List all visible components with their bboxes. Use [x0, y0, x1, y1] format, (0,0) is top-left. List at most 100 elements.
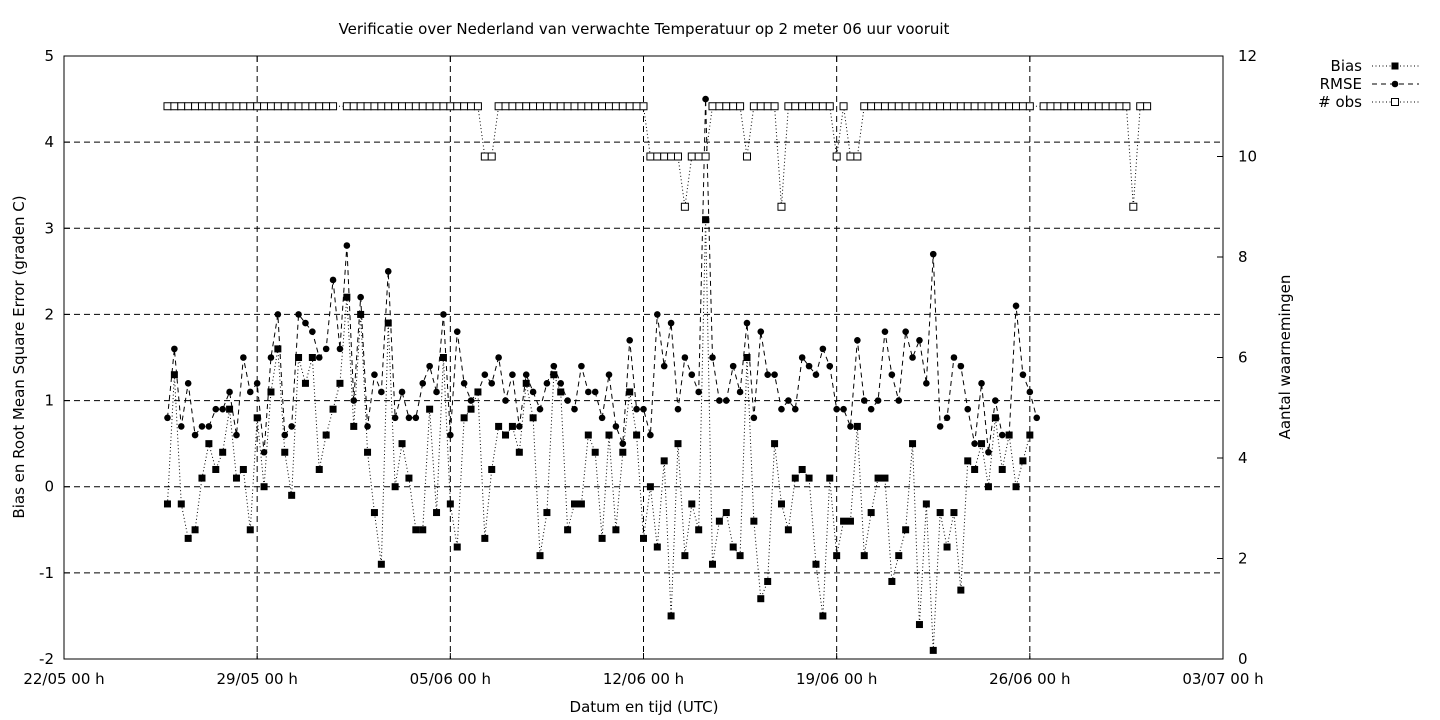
series-bias-point [571, 500, 579, 508]
series-obs-point [487, 152, 496, 161]
series-rmse-point [557, 380, 565, 387]
series-rmse-point [633, 405, 640, 413]
series-rmse-point [543, 380, 551, 387]
series-rmse-point [819, 345, 827, 353]
series-obs-point [494, 102, 503, 111]
series-bias-point [377, 560, 385, 568]
series-rmse-point [405, 414, 413, 422]
series-bias-point [777, 500, 785, 508]
x-tick-label: 05/06 00 h [410, 670, 491, 688]
series-bias-point [350, 422, 358, 430]
series-bias-point [715, 517, 723, 525]
series-rmse-point [743, 319, 751, 327]
series-bias-point [398, 440, 406, 448]
series-rmse-point [516, 423, 523, 430]
series-bias-point [550, 371, 558, 379]
series-bias-point [495, 422, 503, 430]
series-obs-point [694, 152, 703, 161]
series-rmse-point [453, 328, 461, 335]
series-bias-point [909, 440, 917, 448]
series-bias-point [605, 431, 613, 439]
x-tick-label: 03/07 00 h [1182, 670, 1263, 688]
series-rmse-point [833, 405, 840, 413]
series-rmse-point [509, 371, 516, 379]
series-rmse-point [1033, 414, 1041, 422]
series-bias-point [522, 379, 530, 387]
series-rmse-point [867, 405, 875, 413]
series-rmse-point [440, 311, 447, 318]
series-bias-point [619, 448, 627, 456]
series-bias-point [708, 560, 716, 568]
series-bias-point [357, 310, 365, 318]
series-bias-point [888, 577, 896, 585]
series-bias-point [833, 552, 841, 560]
series-obs-point [301, 102, 310, 111]
series-rmse-point [971, 440, 978, 447]
series-bias-point [840, 517, 848, 525]
series-obs-point [542, 102, 551, 111]
series-obs-point [998, 102, 1007, 111]
series-bias-point [674, 440, 682, 448]
series-bias-point [170, 371, 178, 379]
series-rmse-point [502, 397, 509, 404]
series-bias-point [219, 448, 227, 456]
series-bias-point [267, 388, 275, 396]
series-obs-point [777, 202, 786, 211]
series-obs-point [708, 102, 717, 111]
series [163, 95, 1152, 654]
series-bias-point [253, 414, 261, 422]
series-rmse-point [998, 431, 1006, 439]
series-rmse-point [550, 362, 558, 370]
series-rmse-point [171, 345, 178, 353]
series-rmse-point [674, 405, 682, 413]
series-rmse-point [964, 405, 972, 413]
series-obs-point [1087, 102, 1096, 111]
series-rmse-point [571, 405, 578, 413]
series-obs-point [536, 102, 545, 111]
y2-tick-label: 6 [1238, 349, 1248, 367]
series-obs-point [936, 102, 945, 111]
series-bias [163, 216, 1034, 654]
series-obs-point [391, 102, 400, 111]
series-obs-point [736, 102, 745, 111]
series-obs-point [1108, 102, 1117, 111]
series-obs-point [1005, 102, 1014, 111]
series-bias-point [750, 517, 758, 525]
series-rmse-point [412, 414, 420, 422]
series-obs-point [1136, 102, 1145, 111]
series-obs-point [1039, 102, 1048, 111]
series-rmse-point [916, 336, 923, 344]
series-rmse-point [785, 397, 792, 404]
series-rmse-point [488, 380, 496, 387]
series-obs-point [894, 102, 903, 111]
series-obs-point [446, 102, 455, 111]
series-rmse-point [578, 362, 585, 370]
series-bias-point [998, 465, 1006, 473]
series-rmse-point [681, 354, 689, 361]
series-bias-point [736, 552, 744, 560]
series-rmse-point [929, 250, 937, 258]
series-bias-point [246, 526, 254, 534]
legend-label: Bias [1331, 57, 1363, 75]
series-bias-point [419, 526, 427, 534]
x-tick-label: 26/06 00 h [989, 670, 1070, 688]
series-bias-point [391, 483, 399, 491]
series-rmse-point [895, 397, 903, 404]
series-obs-point [715, 102, 724, 111]
series-bias-point [846, 517, 854, 525]
series-rmse-point [902, 328, 909, 335]
series-obs-point [922, 102, 931, 111]
series-obs-point [839, 102, 848, 111]
series-rmse-point [791, 405, 799, 413]
series-bias-point [743, 354, 751, 361]
series-obs-point [191, 102, 200, 111]
x-axis-label: Datum en tijd (UTC) [570, 698, 719, 716]
series-rmse-point [522, 371, 530, 379]
series-rmse-point [329, 276, 337, 284]
series-rmse-point [619, 440, 627, 447]
legend-marker [1391, 80, 1399, 88]
series-obs-point [529, 102, 538, 111]
y-tick-label: 4 [44, 133, 54, 151]
series-obs-point [949, 102, 958, 111]
series-bias-point [626, 388, 634, 396]
